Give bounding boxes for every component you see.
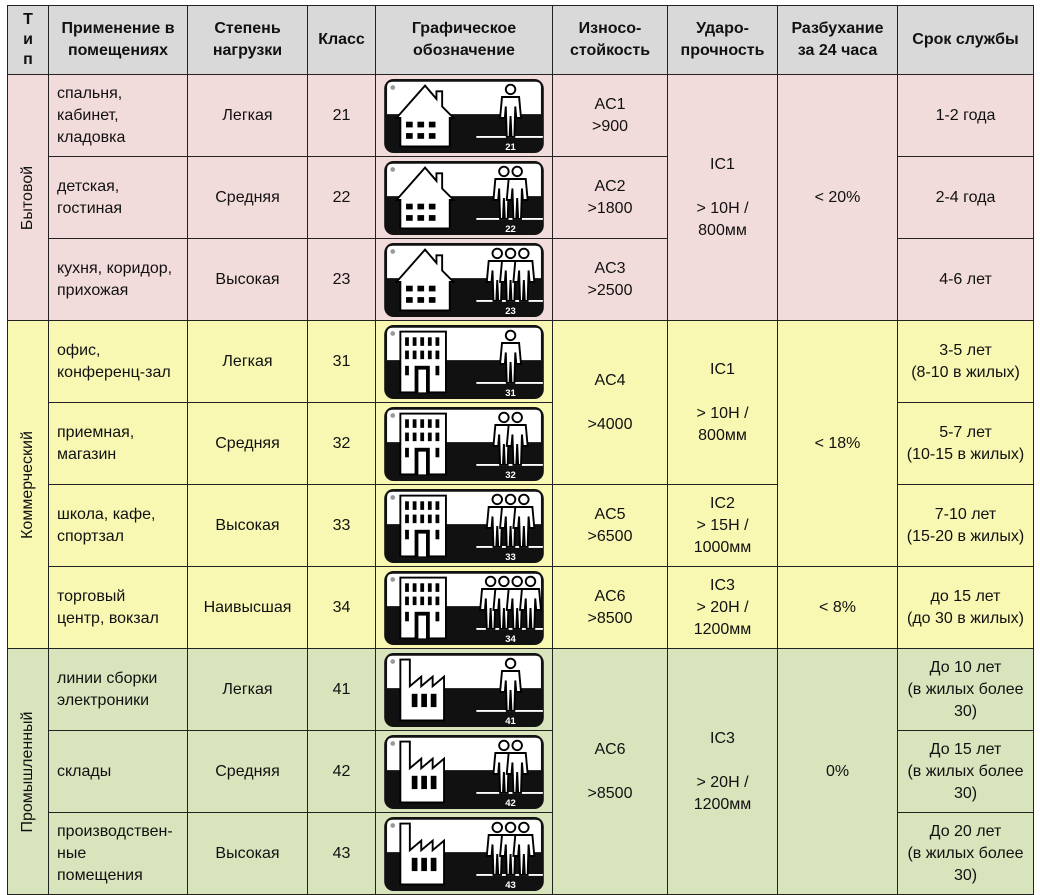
life-cell: До 10 лет (в жилых более 30)	[897, 648, 1034, 731]
swelling-cell: < 8%	[777, 566, 898, 649]
use-cell: детская, гостиная	[48, 156, 188, 239]
use-cell: склады	[48, 730, 188, 813]
pictogram-class-label: 21	[505, 142, 516, 153]
load-cell: Высокая	[187, 812, 308, 895]
table-row: школа, кафе, спортзал Высокая 33 33 AC5 …	[7, 484, 1034, 567]
wear-cell: AC2 >1800	[552, 156, 668, 239]
life-cell: До 15 лет (в жилых более 30)	[897, 730, 1034, 813]
class-pictogram-icon: 23	[375, 238, 553, 321]
wear-cell: AC1 >900	[552, 74, 668, 157]
class-cell: 42	[307, 730, 376, 813]
use-cell: школа, кафе, спортзал	[48, 484, 188, 567]
header-life: Срок службы	[897, 5, 1034, 75]
type-commercial: Коммерческий	[7, 320, 49, 649]
class-pictogram-icon: 31	[375, 320, 553, 403]
table-row: торговый центр, вокзал Наивысшая 34 34 A…	[7, 566, 1034, 649]
pictogram-class-label: 41	[505, 716, 516, 727]
header-type: Т и п	[7, 5, 49, 75]
laminate-class-table: Т и п Применение в помещениях Степень на…	[7, 5, 1034, 895]
pictogram-class-label: 23	[505, 306, 516, 317]
use-cell: кухня, коридор, прихожая	[48, 238, 188, 321]
class-pictogram-icon: 22	[375, 156, 553, 239]
class-pictogram-icon: 42	[375, 730, 553, 813]
impact-cell: IC2 > 15Н / 1000мм	[667, 484, 778, 567]
swelling-cell: 0%	[777, 648, 898, 895]
header-row: Т и п Применение в помещениях Степень на…	[7, 5, 1034, 75]
load-cell: Средняя	[187, 156, 308, 239]
load-cell: Легкая	[187, 320, 308, 403]
header-wear: Износо- стойкость	[552, 5, 668, 75]
pictogram-class-label: 33	[505, 552, 516, 563]
use-cell: спальня, кабинет, кладовка	[48, 74, 188, 157]
life-cell: 2-4 года	[897, 156, 1034, 239]
life-cell: 4-6 лет	[897, 238, 1034, 321]
load-cell: Наивысшая	[187, 566, 308, 649]
pictogram-class-label: 22	[505, 224, 516, 235]
class-pictogram-icon: 21	[375, 74, 553, 157]
class-cell: 31	[307, 320, 376, 403]
header-impact: Ударо- прочность	[667, 5, 778, 75]
wear-cell: AC3 >2500	[552, 238, 668, 321]
use-cell: офис, конференц-зал	[48, 320, 188, 403]
life-cell: До 20 лет (в жилых более 30)	[897, 812, 1034, 895]
load-cell: Средняя	[187, 402, 308, 485]
class-cell: 34	[307, 566, 376, 649]
header-use: Применение в помещениях	[48, 5, 188, 75]
class-pictogram-icon: 33	[375, 484, 553, 567]
pictogram-class-label: 34	[505, 634, 516, 645]
life-cell: 3-5 лет (8-10 в жилых)	[897, 320, 1034, 403]
class-pictogram-icon: 34	[375, 566, 553, 649]
impact-cell: IC1 > 10Н / 800мм	[667, 74, 778, 321]
table-row: Коммерческий офис, конференц-зал Легкая …	[7, 320, 1034, 649]
class-cell: 21	[307, 74, 376, 157]
class-cell: 22	[307, 156, 376, 239]
load-cell: Средняя	[187, 730, 308, 813]
load-cell: Легкая	[187, 74, 308, 157]
swelling-cell: < 20%	[777, 74, 898, 321]
pictogram-class-label: 32	[505, 470, 516, 481]
impact-cell: IC3 > 20Н / 1200мм	[667, 566, 778, 649]
wear-cell: AC6 >8500	[552, 648, 668, 895]
type-label: Коммерческий	[19, 430, 36, 539]
class-pictogram-icon: 32	[375, 402, 553, 485]
header-icon: Графическое обозначение	[375, 5, 553, 75]
use-cell: линии сборки электроники	[48, 648, 188, 731]
wear-cell: AC4 >4000	[552, 320, 668, 485]
type-industrial: Промышленный	[7, 648, 49, 895]
use-cell: производствен- ные помещения	[48, 812, 188, 895]
type-label: Промышленный	[19, 711, 36, 832]
use-cell: приемная, магазин	[48, 402, 188, 485]
class-cell: 33	[307, 484, 376, 567]
class-pictogram-icon: 41	[375, 648, 553, 731]
class-cell: 41	[307, 648, 376, 731]
load-cell: Высокая	[187, 238, 308, 321]
pictogram-class-label: 42	[505, 798, 516, 809]
swelling-cell: < 18%	[777, 320, 898, 567]
load-cell: Высокая	[187, 484, 308, 567]
type-household: Бытовой	[7, 74, 49, 321]
pictogram-class-label: 43	[505, 880, 516, 891]
class-cell: 43	[307, 812, 376, 895]
pictogram-class-label: 31	[505, 388, 516, 399]
wear-cell: AC5 >6500	[552, 484, 668, 567]
wear-cell: AC6 >8500	[552, 566, 668, 649]
table-row: Промышленный линии сборки электроники Ле…	[7, 648, 1034, 895]
header-class: Класс	[307, 5, 376, 75]
load-cell: Легкая	[187, 648, 308, 731]
class-pictogram-icon: 43	[375, 812, 553, 895]
type-label: Бытовой	[19, 165, 36, 230]
life-cell: 1-2 года	[897, 74, 1034, 157]
use-cell: торговый центр, вокзал	[48, 566, 188, 649]
class-cell: 32	[307, 402, 376, 485]
impact-cell: IC1 > 10Н / 800мм	[667, 320, 778, 485]
table-row: Бытовой спальня, кабинет, кладовка Легка…	[7, 74, 1034, 321]
header-load: Степень нагрузки	[187, 5, 308, 75]
header-swelling: Разбухание за 24 часа	[777, 5, 898, 75]
impact-cell: IC3 > 20Н / 1200мм	[667, 648, 778, 895]
table-row: приемная, магазин Средняя 32 32 5-7 лет …	[7, 402, 1034, 485]
class-cell: 23	[307, 238, 376, 321]
life-cell: до 15 лет (до 30 в жилых)	[897, 566, 1034, 649]
life-cell: 5-7 лет (10-15 в жилых)	[897, 402, 1034, 485]
life-cell: 7-10 лет (15-20 в жилых)	[897, 484, 1034, 567]
